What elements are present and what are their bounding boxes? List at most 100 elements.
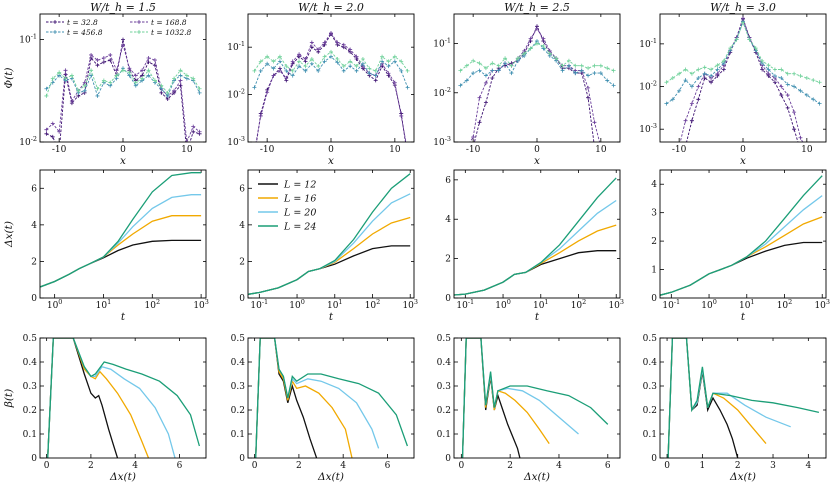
- axis-ticks: 10-1 100 101 102 103 0 2 4 6: [239, 170, 418, 311]
- data-point: [335, 57, 340, 62]
- x-tick-label: 10: [181, 145, 193, 155]
- axis-ticks: 100 101 102 103 0 2 4 6: [31, 170, 209, 311]
- x-tick-label: 103: [193, 298, 209, 311]
- data-point: [57, 129, 62, 134]
- legend-marker: [53, 30, 57, 34]
- data-point: [664, 149, 668, 153]
- data-point: [496, 63, 501, 68]
- data-point: [683, 78, 688, 83]
- y-tick-label: 4: [445, 215, 451, 225]
- x-tick-label: 3: [770, 461, 776, 471]
- x-tick-label: 10: [389, 145, 401, 155]
- data-point: [696, 67, 701, 72]
- panel-r2-c2: 0 2 4 6 0 0.1 0.2 0.3 0.4 0.5 Δx(t): [437, 334, 621, 483]
- data-point: [133, 80, 138, 85]
- data-point: [477, 68, 482, 73]
- x-tick-label: 101: [327, 298, 343, 311]
- series-line: [667, 338, 767, 458]
- data-point: [483, 100, 488, 105]
- axis-ticks: 0 1 2 3 4 0 0.1 0.2 0.3 0.4 0.5: [643, 334, 826, 471]
- data-point: [483, 66, 488, 71]
- y-tick-label: 2: [239, 257, 245, 267]
- x-axis-label: Δx(t): [109, 471, 136, 483]
- data-point: [664, 80, 669, 85]
- data-point: [490, 68, 495, 73]
- y-tick-label: 0.2: [437, 406, 451, 416]
- data-point: [146, 60, 151, 65]
- series-line: [667, 338, 791, 458]
- data-point: [172, 76, 177, 81]
- data-point: [689, 84, 694, 89]
- panel-title: W/t_h = 1.5: [90, 1, 156, 14]
- data-point: [586, 95, 591, 100]
- data-point: [341, 42, 346, 47]
- data-point: [277, 68, 282, 73]
- data-point: [95, 93, 100, 98]
- data-point: [348, 59, 353, 64]
- data-point: [277, 59, 282, 64]
- y-tick-label: 0.1: [643, 430, 657, 440]
- axis-ticks: 0 2 4 6 0 0.1 0.2 0.3 0.4 0.5: [437, 334, 620, 471]
- x-tick-label: 10: [595, 145, 607, 155]
- x-tick-label: 102: [365, 298, 381, 311]
- data-point: [69, 99, 74, 104]
- series-line: [454, 199, 617, 296]
- data-point: [586, 66, 591, 71]
- data-point: [354, 64, 359, 69]
- data-point: [515, 56, 520, 61]
- data-point: [265, 90, 270, 95]
- data-point: [159, 83, 164, 88]
- series-group: [461, 338, 609, 458]
- axis-ticks: -10 0 10 10-3 10-2 10-1: [433, 14, 620, 155]
- data-point: [471, 58, 476, 63]
- data-point: [252, 68, 257, 73]
- x-tick-label: 101: [739, 298, 755, 311]
- series-group: [660, 175, 823, 296]
- data-point: [322, 40, 327, 45]
- legend-label: L = 12: [283, 180, 316, 191]
- series-line: [248, 216, 411, 295]
- x-tick-label: 10-1: [250, 298, 268, 311]
- data-point: [399, 59, 404, 64]
- axes-frame: [659, 337, 827, 459]
- x-tick-label: 103: [814, 298, 830, 311]
- data-point: [360, 61, 365, 66]
- data-point: [611, 83, 616, 88]
- data-point: [127, 66, 132, 71]
- data-point: [503, 56, 508, 61]
- data-point: [146, 73, 151, 78]
- data-point: [792, 71, 797, 76]
- x-tick-label: 0: [252, 461, 258, 471]
- data-point: [579, 63, 584, 68]
- data-point: [535, 41, 539, 46]
- data-point: [284, 76, 289, 80]
- x-tick-label: 0: [44, 461, 50, 471]
- data-point: [560, 68, 565, 73]
- data-point: [605, 66, 610, 71]
- data-point: [367, 66, 372, 71]
- data-point: [44, 86, 49, 91]
- x-tick-label: 0: [120, 145, 126, 155]
- y-tick-label: 6: [445, 176, 451, 186]
- x-tick-label: -10: [466, 145, 481, 155]
- data-point: [785, 93, 790, 98]
- data-point: [490, 61, 495, 66]
- data-point: [290, 59, 295, 64]
- data-point: [715, 63, 720, 68]
- data-point: [779, 67, 784, 72]
- data-point: [522, 51, 527, 56]
- data-point: [63, 68, 68, 73]
- data-point: [509, 71, 514, 76]
- data-point: [329, 54, 333, 59]
- y-tick-label: 0.5: [643, 334, 658, 344]
- y-tick-label: 0.1: [437, 430, 451, 440]
- panel-title: W/t_h = 2.0: [298, 1, 364, 14]
- data-point: [683, 67, 688, 72]
- x-tick-label: 100: [289, 298, 305, 311]
- series-line: [40, 172, 202, 288]
- data-point: [322, 54, 327, 59]
- data-point: [373, 68, 378, 73]
- x-tick-label: 0: [458, 461, 464, 471]
- data-point: [560, 63, 565, 68]
